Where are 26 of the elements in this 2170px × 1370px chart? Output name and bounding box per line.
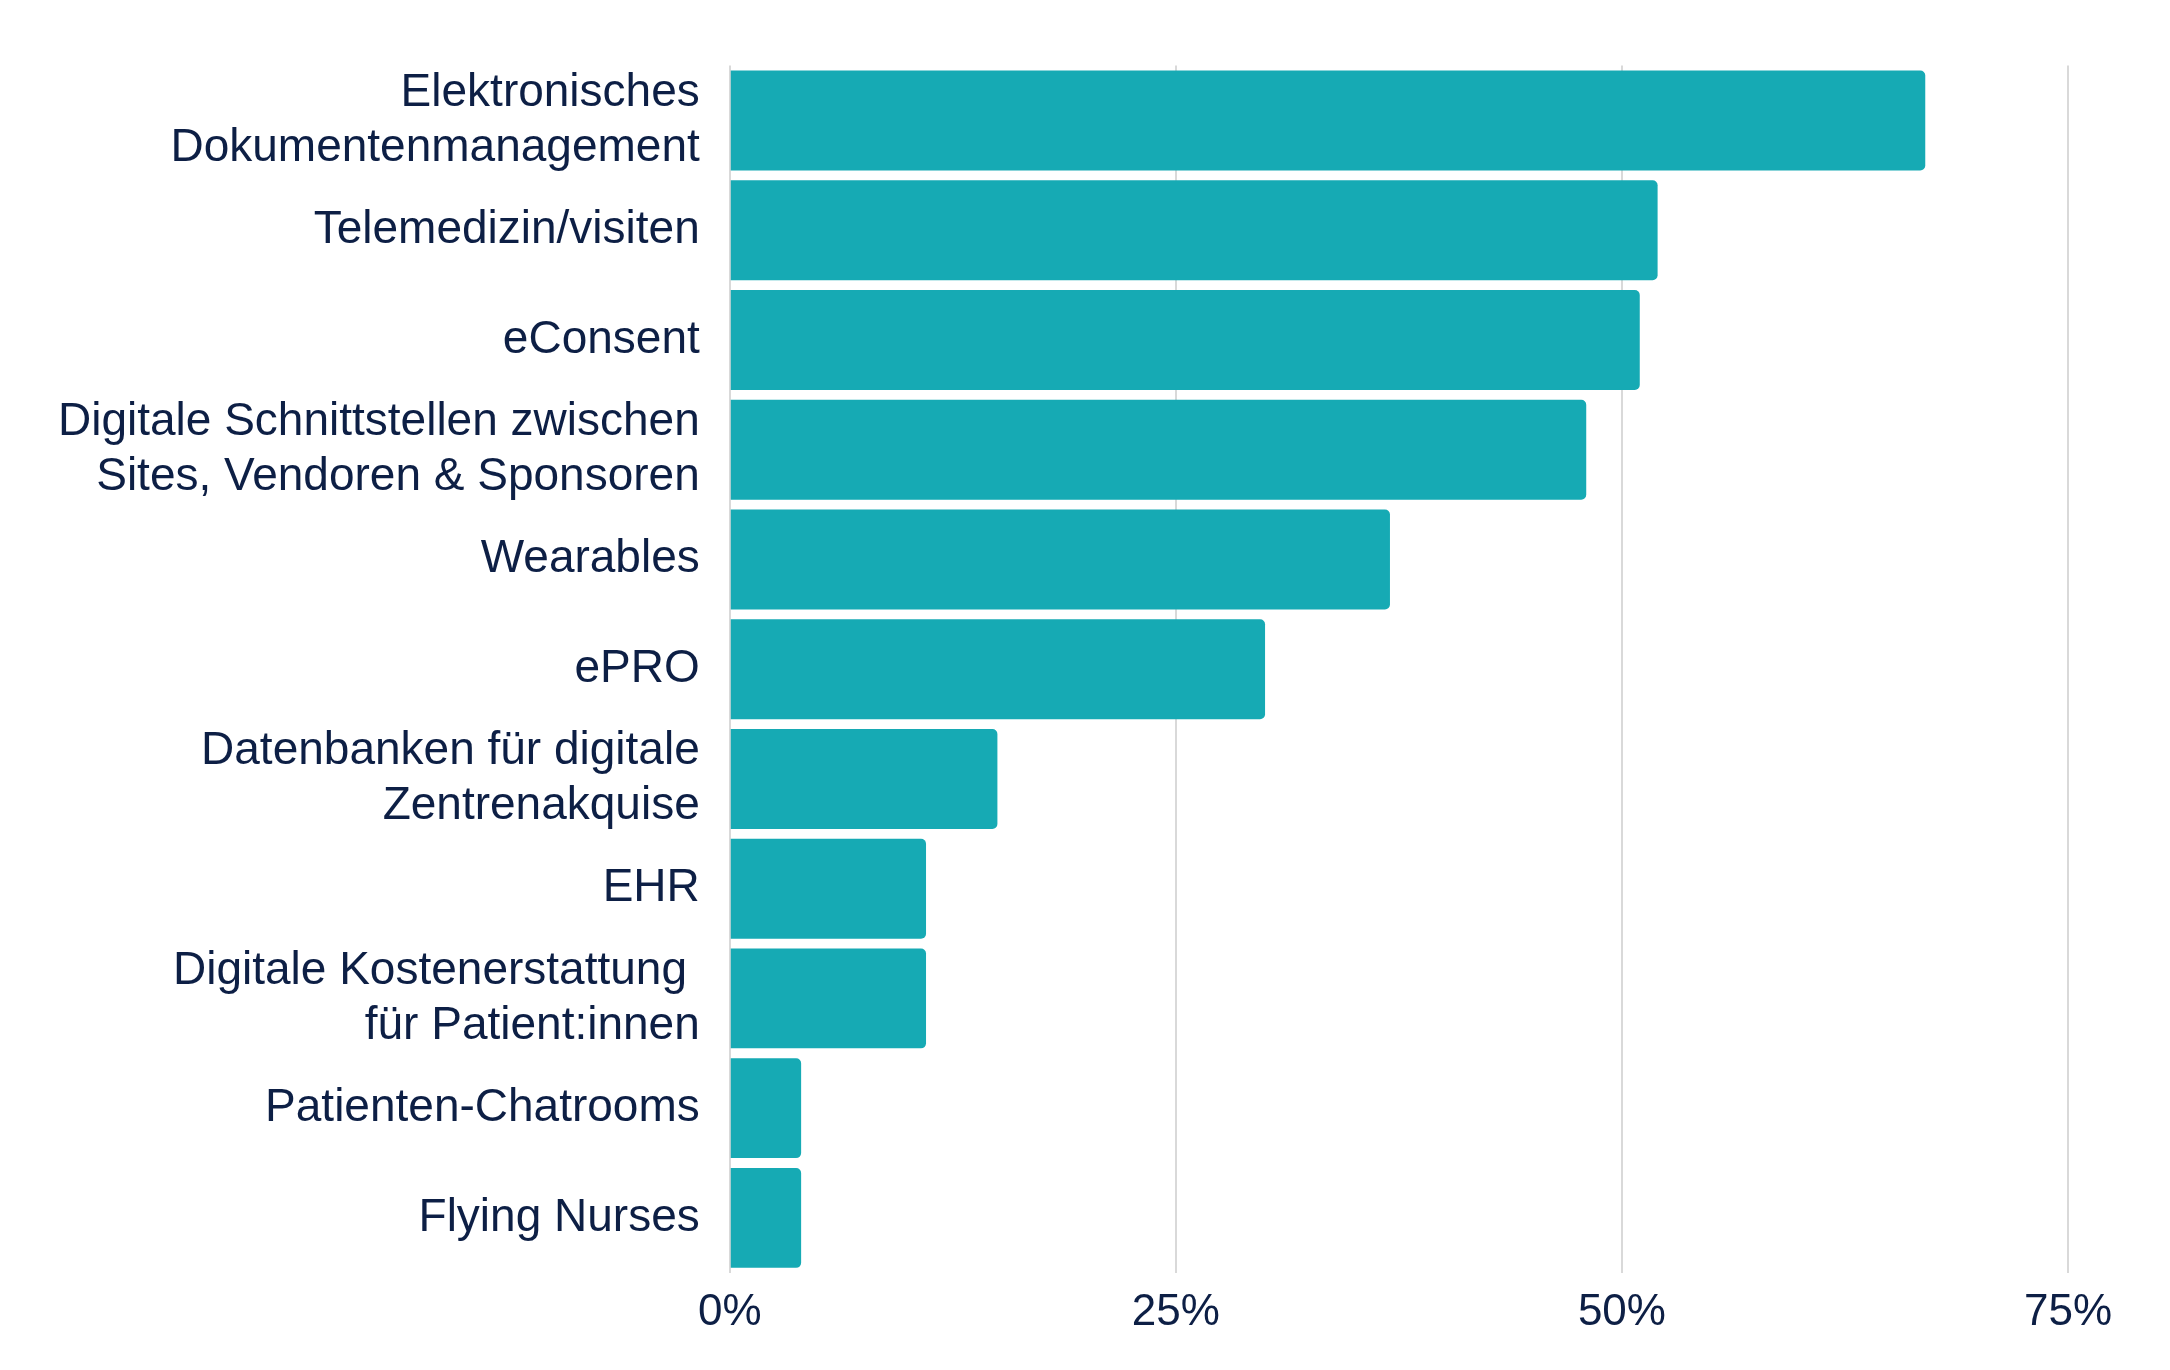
bar	[730, 1058, 802, 1159]
bar	[730, 838, 927, 939]
y-tick-label: Digitale Kostenerstattung für Patient:innen	[172, 941, 700, 1049]
y-tick-label: ePRO	[574, 639, 700, 692]
y-tick-label: Patienten-Chatrooms	[265, 1078, 700, 1131]
bar	[730, 729, 998, 829]
y-tick-label: Telemedizin/visiten	[313, 200, 700, 253]
x-tick-label: 0%	[697, 1285, 762, 1335]
x-tick-label: 25%	[1131, 1285, 1220, 1335]
y-tick-label: Elektronisches Dokumentenmanagement	[170, 63, 700, 171]
y-tick-label: Wearables	[480, 530, 700, 583]
x-tick-label: 75%	[2023, 1285, 2113, 1335]
x-tick-label: 50%	[1577, 1285, 1666, 1335]
y-tick-label: EHR	[602, 859, 700, 912]
bar	[730, 509, 1390, 610]
y-tick-label: Flying Nurses	[418, 1188, 700, 1241]
y-tick-label: eConsent	[502, 310, 700, 363]
bar	[730, 70, 1926, 171]
y-tick-label: Digitale Schnittstellen zwischen Sites, Vendoren & Sponsoren	[57, 392, 700, 500]
bar	[730, 948, 927, 1049]
bar	[730, 399, 1587, 500]
y-tick-label: Datenbanken für digitale Zentrenakquise	[201, 722, 700, 830]
bar	[730, 290, 1640, 390]
bar	[730, 619, 1266, 720]
bar	[730, 180, 1658, 281]
bar	[730, 1167, 802, 1268]
